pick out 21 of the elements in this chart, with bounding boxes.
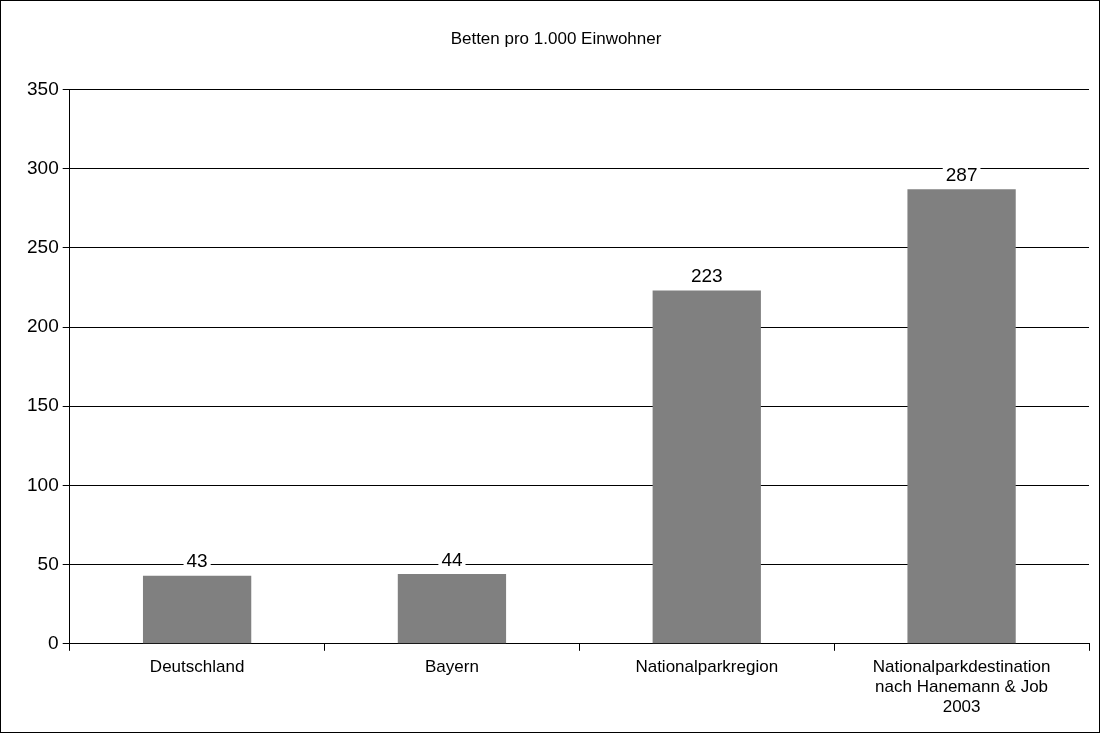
- x-tick-label: Deutschland: [149, 656, 245, 676]
- data-label: 287: [945, 163, 978, 185]
- y-tick-label: 200: [27, 315, 59, 337]
- y-tick-label: 100: [27, 473, 59, 495]
- y-tick-label: 0: [48, 632, 59, 654]
- bar: [142, 575, 252, 644]
- x-tick-label: Nationalparkregion: [635, 656, 779, 676]
- bar: [907, 189, 1016, 644]
- y-tick-label: 50: [37, 552, 59, 574]
- data-label: 43: [186, 550, 208, 572]
- bar: [397, 574, 507, 644]
- y-tick-label: 150: [27, 394, 59, 416]
- data-label: 223: [690, 265, 723, 287]
- data-label: 44: [441, 548, 463, 570]
- bar: [652, 290, 761, 644]
- x-tick-label: Bayern: [425, 656, 479, 676]
- x-tick-label: Nationalparkdestination nach Hanemann & Job 2003: [872, 656, 1051, 717]
- y-tick-label: 350: [27, 77, 59, 99]
- y-tick-label: 300: [27, 156, 59, 178]
- chart-title: Betten pro 1.000 Einwohner: [450, 28, 662, 48]
- y-tick-label: 250: [27, 236, 59, 258]
